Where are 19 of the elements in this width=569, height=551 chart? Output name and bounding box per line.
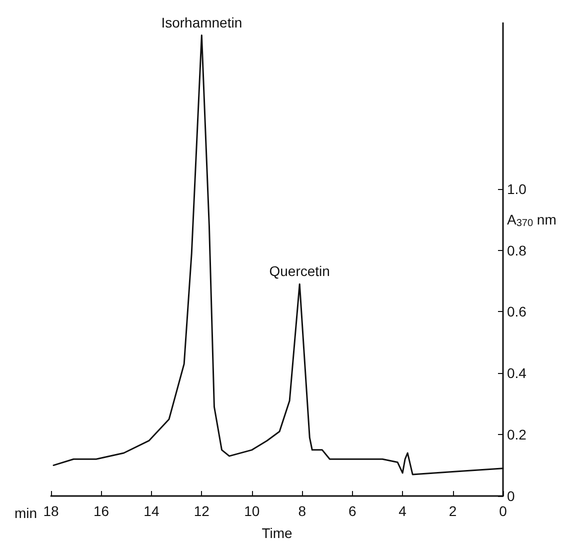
x-tick-label: 10 xyxy=(244,503,260,519)
y-tick-label: 1.0 xyxy=(507,180,527,197)
y-tick-label: 0.4 xyxy=(507,365,527,382)
x-tick-label: 14 xyxy=(144,503,160,519)
annotation: Quercetin xyxy=(269,263,330,280)
y-tick-label: 0.6 xyxy=(507,304,527,320)
x-tick-label: 6 xyxy=(348,503,356,519)
y-tick-label: 0.8 xyxy=(507,242,527,258)
x-tick-label: 18 xyxy=(43,503,59,519)
x-tick-label: 12 xyxy=(194,503,210,519)
y-tick-label: 0 xyxy=(507,488,515,504)
x-tick-label: 4 xyxy=(398,503,407,519)
x-axis-title: Time xyxy=(262,525,293,541)
text: min xyxy=(14,505,37,521)
annotation: Isorhamnetin xyxy=(161,14,242,30)
x-tick-label: 2 xyxy=(448,503,457,519)
x-tick-label: 8 xyxy=(298,503,306,519)
x-tick-label: 16 xyxy=(93,503,110,519)
y-tick-label: 0.2 xyxy=(507,426,527,443)
